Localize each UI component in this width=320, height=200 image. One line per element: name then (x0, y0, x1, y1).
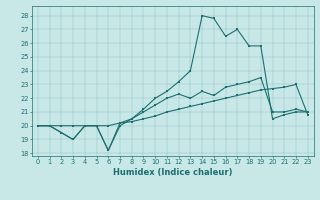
X-axis label: Humidex (Indice chaleur): Humidex (Indice chaleur) (113, 168, 233, 177)
